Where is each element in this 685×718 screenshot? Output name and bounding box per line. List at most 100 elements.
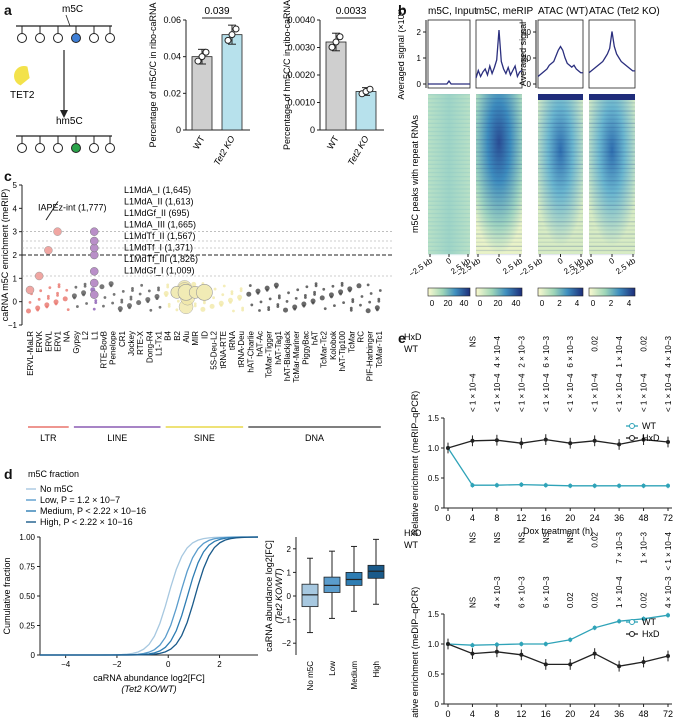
heatmap-row bbox=[428, 155, 470, 157]
family-label: RTE-X bbox=[136, 330, 145, 355]
heatmap-row bbox=[428, 180, 470, 182]
repeat-family-point bbox=[377, 299, 381, 303]
heatmap-row bbox=[538, 237, 583, 239]
p-value-label: 0.0033 bbox=[336, 6, 367, 17]
heatmap-row bbox=[476, 126, 522, 129]
heatmap-row bbox=[589, 171, 635, 174]
repeat-family-point bbox=[191, 281, 197, 287]
signal-profile-line bbox=[475, 29, 523, 79]
heatmap-row bbox=[538, 147, 583, 149]
repeat-family-point bbox=[218, 300, 224, 306]
family-label: ERVK bbox=[35, 330, 44, 352]
wt-pvalue: < 1 × 10−4 bbox=[615, 373, 624, 412]
repeat-family-point bbox=[310, 298, 316, 304]
wt-pvalue: 6 × 10−3 bbox=[542, 576, 551, 608]
x-tick-label: 4 bbox=[470, 709, 475, 718]
data-point bbox=[332, 38, 340, 46]
repeat-family-point bbox=[222, 284, 226, 288]
colorbar-tick-label: 20 bbox=[444, 299, 453, 308]
wt-pvalue: < 1 × 10−4 bbox=[468, 373, 477, 412]
heatmap-row bbox=[476, 212, 522, 215]
panel-label-d: d bbox=[4, 466, 13, 482]
l1-subfamily-label: L1MdGf_II (695) bbox=[124, 208, 190, 218]
x-tick-label: 20 bbox=[565, 709, 575, 718]
repeat-family-point bbox=[219, 304, 223, 307]
family-label: hAT-Tip100 bbox=[338, 330, 347, 371]
colorbar-tick-label: 40 bbox=[460, 299, 469, 308]
family-label: Gypsy bbox=[72, 331, 81, 354]
repeat-family-point bbox=[351, 300, 355, 304]
panel-a: m5C TET2 hm5C 0 0.02 0.04 0.06 WT Tet2 KO 0.03… bbox=[10, 0, 384, 165]
box-y-label-sub: (Tet2 KO/WT) bbox=[274, 568, 284, 623]
heatmap-row bbox=[476, 188, 522, 190]
x-tick-label: 36 bbox=[614, 709, 624, 718]
repeat-family-point bbox=[140, 283, 144, 287]
heatmap-row bbox=[538, 229, 583, 231]
family-label: ID bbox=[200, 331, 209, 339]
repeat-family-point bbox=[99, 284, 105, 290]
legend-entry: HxD bbox=[642, 629, 660, 639]
y-tick-label: 5 bbox=[13, 181, 18, 190]
heatmap-row bbox=[428, 130, 470, 133]
hxd-pvalue: 0.02 bbox=[640, 335, 649, 351]
y-tick-label: 0 bbox=[176, 125, 181, 135]
wt-pvalue: < 1 × 10−4 bbox=[566, 373, 575, 412]
hxd-pvalue: 6 × 10−3 bbox=[542, 335, 551, 367]
repeat-family-point bbox=[121, 290, 125, 293]
series-line bbox=[447, 643, 669, 667]
repeat-family-point bbox=[239, 289, 243, 293]
repeat-family-point bbox=[108, 281, 114, 287]
heatmap-row bbox=[589, 102, 635, 104]
heatmap-row bbox=[428, 192, 470, 194]
panel-label-c: c bbox=[4, 168, 12, 184]
colorbar bbox=[475, 287, 523, 297]
heatmap-row bbox=[428, 139, 470, 141]
repeat-family-point bbox=[147, 289, 151, 293]
family-label: B4 bbox=[164, 330, 173, 340]
data-point bbox=[198, 53, 206, 61]
repeat-family-point bbox=[229, 300, 232, 304]
repeat-family-point bbox=[128, 306, 131, 310]
heatmap-row bbox=[589, 114, 635, 116]
repeat-family-point bbox=[126, 303, 132, 309]
y-tick-label: 2 bbox=[13, 251, 18, 260]
y-tick-label: 1.5 bbox=[428, 414, 440, 423]
x-tick-label: 20 bbox=[565, 513, 575, 523]
box-category-label: High bbox=[372, 661, 381, 677]
repeat-family-point bbox=[322, 287, 326, 291]
repeat-family-point bbox=[54, 302, 58, 306]
repeat-family-point bbox=[239, 287, 243, 290]
repeat-family-point bbox=[313, 290, 316, 294]
repeat-family-point bbox=[157, 286, 160, 290]
repeat-family-point bbox=[285, 300, 289, 303]
y-axis-label: Relative enrichment (meRIP–qPCR) bbox=[410, 391, 420, 536]
family-label: TcMar-Tc2 bbox=[320, 330, 329, 367]
l1-subfamily-label: L1MdTf_II (1,567) bbox=[124, 231, 196, 241]
heatmap-row bbox=[476, 122, 522, 124]
repeat-family-point bbox=[35, 305, 41, 311]
heatmap-row bbox=[476, 135, 522, 137]
y-tick-label: 0.0040 bbox=[287, 15, 315, 25]
repeat-family-point bbox=[57, 285, 61, 289]
heatmap-row bbox=[538, 225, 583, 227]
cdf-curve bbox=[40, 536, 259, 656]
heatmap-row bbox=[589, 130, 635, 133]
heatmap-row bbox=[538, 184, 583, 186]
family-label: hAT-Tag1 bbox=[274, 330, 283, 364]
cdf-x-label-sub: (Tet2 KO/WT) bbox=[121, 684, 176, 694]
heatmap-row bbox=[476, 151, 522, 153]
repeat-family-point bbox=[375, 308, 379, 312]
data-point bbox=[592, 651, 597, 656]
heatmap-row bbox=[589, 249, 635, 252]
repeat-family-point bbox=[44, 302, 50, 308]
x-tick-label: 36 bbox=[614, 513, 624, 523]
heatmap bbox=[538, 94, 583, 254]
repeat-family-point bbox=[323, 307, 327, 311]
row-label-wt: WT bbox=[404, 344, 418, 354]
repeat-family-point bbox=[377, 297, 381, 301]
profile-frame bbox=[588, 19, 636, 89]
family-label: TcMar bbox=[347, 331, 356, 353]
y-tick-label: 0.02 bbox=[163, 88, 181, 98]
family-label: ERVL-MaLR bbox=[26, 331, 35, 376]
